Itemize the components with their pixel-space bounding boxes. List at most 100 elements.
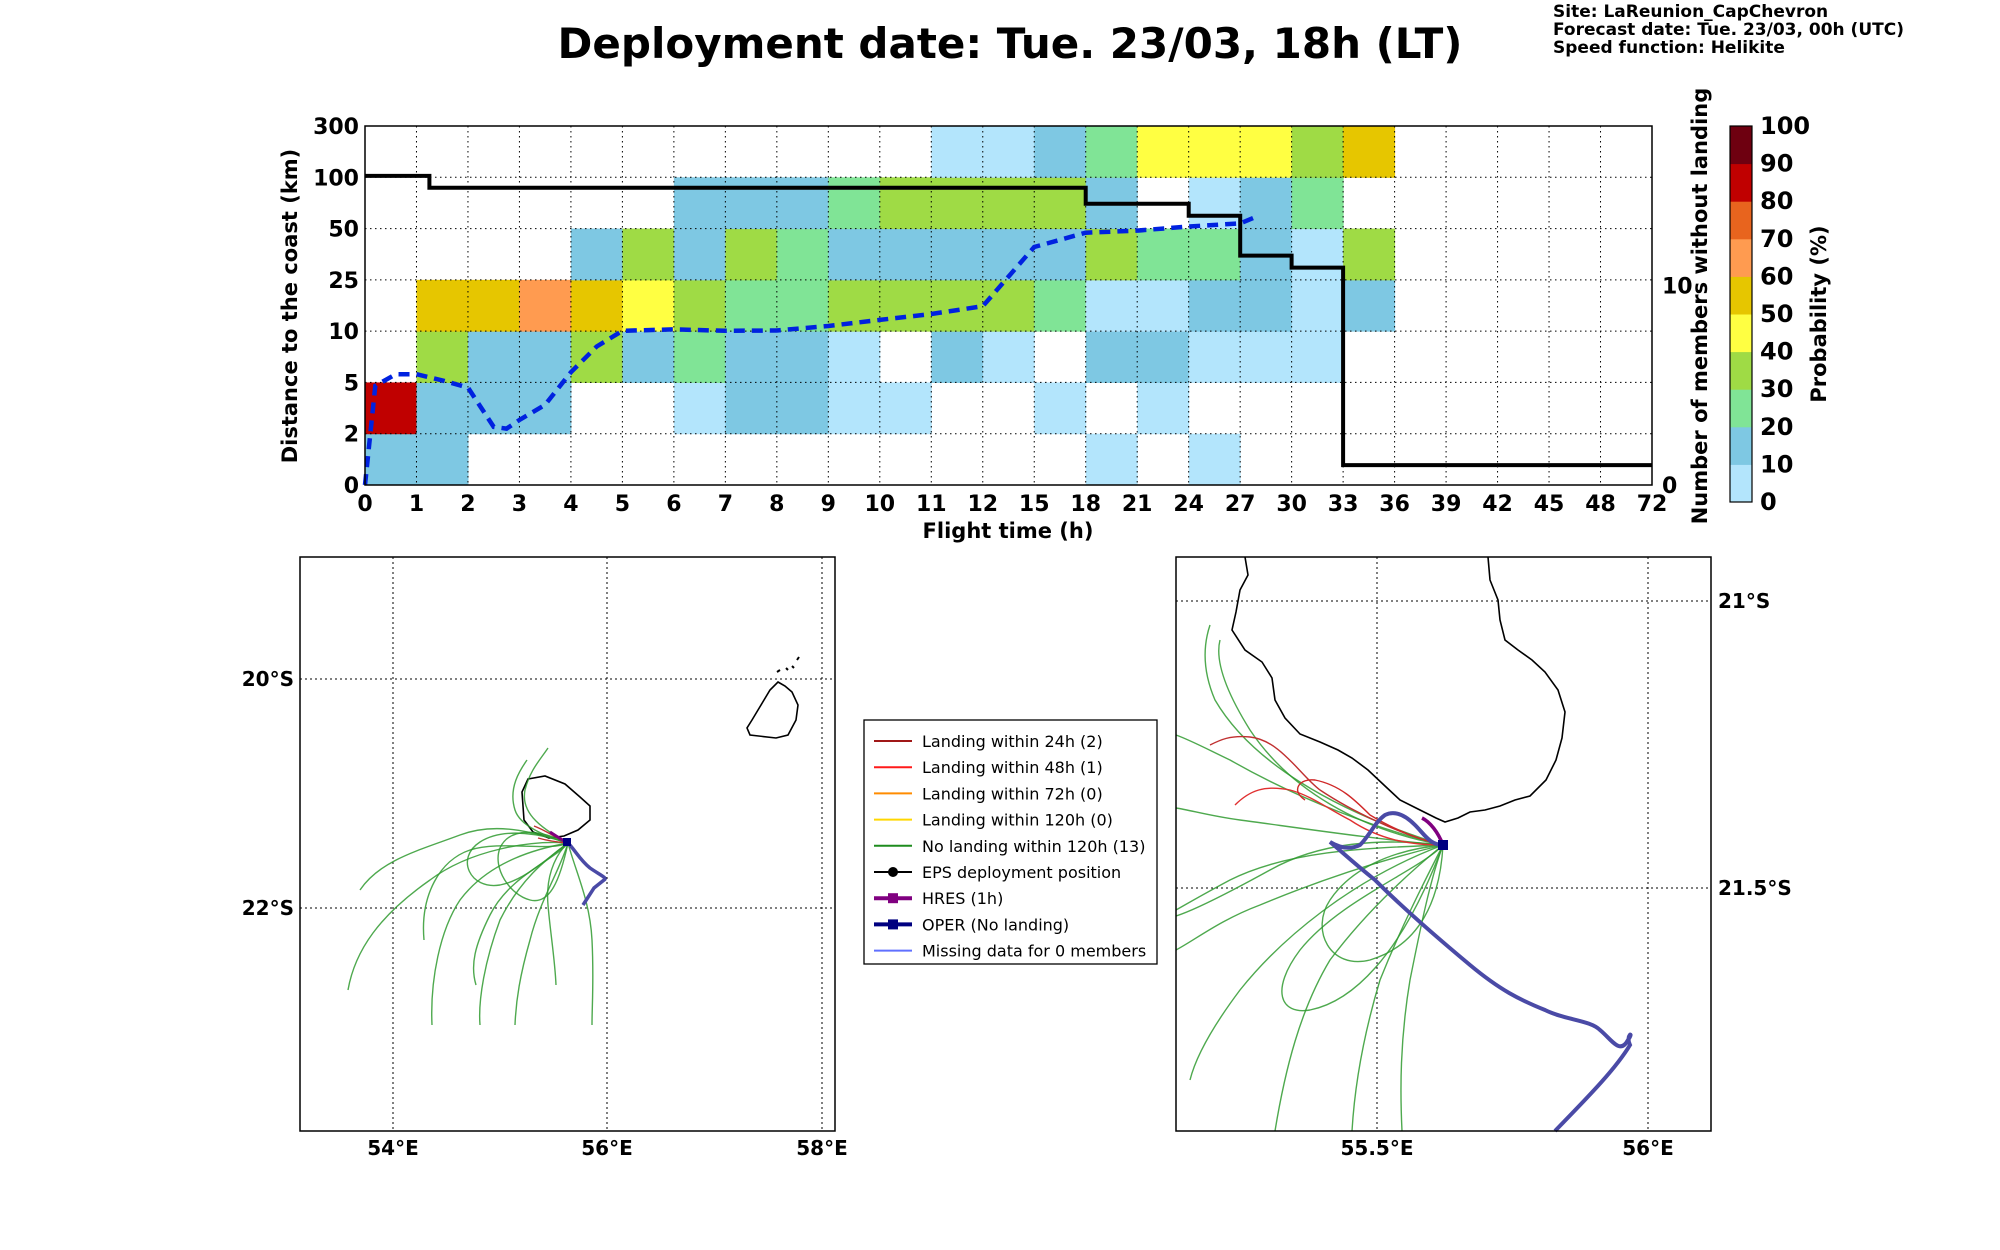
heatmap-cell <box>1085 228 1138 281</box>
legend-marker <box>888 893 898 904</box>
right-trajectory <box>1400 844 1444 1132</box>
heatmap-y-tick: 10 <box>328 320 359 345</box>
heatmap-x-tick: 10 <box>864 492 895 517</box>
legend-label: Landing within 120h (0) <box>922 811 1113 830</box>
heatmap-cell <box>725 279 778 332</box>
heatmap-cell <box>519 382 572 435</box>
legend-label: OPER (No landing) <box>922 915 1069 934</box>
map-left-x-tick: 58°E <box>796 1136 848 1160</box>
right-landing-trajectory <box>1296 779 1444 846</box>
heatmap-x-tick: 1 <box>409 492 424 517</box>
map-left-oper-track <box>566 841 607 906</box>
heatmap-cell <box>725 177 778 230</box>
heatmap-x-tick: 9 <box>821 492 836 517</box>
right-trajectory <box>1351 844 1444 1132</box>
site-info: Site: LaReunion_CapChevron <box>1553 2 1828 22</box>
heatmap-cell <box>622 279 675 332</box>
heatmap-cell <box>1137 279 1190 332</box>
forecast-date-info: Forecast date: Tue. 23/03, 00h (UTC) <box>1553 20 1904 40</box>
heatmap-x-tick: 27 <box>1225 492 1256 517</box>
heatmap-cell <box>776 228 829 281</box>
heatmap-cell <box>1291 126 1344 178</box>
heatmap-cell <box>982 228 1035 281</box>
colorbar-tick: 30 <box>1760 375 1793 403</box>
heatmap-y-tick: 5 <box>344 371 359 396</box>
heatmap-x-label: Flight time (h) <box>923 519 1094 543</box>
left-trajectory <box>514 842 569 1026</box>
right-trajectory <box>1175 844 1444 951</box>
heatmap-x-tick: 8 <box>769 492 784 517</box>
colorbar-tick: 10 <box>1760 450 1793 478</box>
heatmap-cell <box>467 331 520 383</box>
heatmap-cell <box>673 331 726 383</box>
heatmap-x-tick: 6 <box>666 492 681 517</box>
left-trajectory <box>497 831 569 902</box>
heatmap-x-tick: 4 <box>563 492 578 517</box>
heatmap-cell <box>467 279 520 332</box>
heatmap-cell <box>776 382 829 435</box>
heatmap-cell <box>931 177 984 230</box>
heatmap-x-tick: 21 <box>1122 492 1153 517</box>
left-trajectory <box>523 747 569 844</box>
heatmap-cell <box>1137 382 1190 435</box>
heatmap-cell <box>776 279 829 332</box>
heatmap-frame <box>364 125 1653 486</box>
heatmap-x-tick: 48 <box>1585 492 1616 517</box>
heatmap-x-tick: 5 <box>615 492 630 517</box>
heatmap-cell <box>1034 177 1087 230</box>
heatmap-y2-ticks: 0 10 <box>1662 275 1693 499</box>
heatmap-cell <box>931 331 984 383</box>
heatmap-cell <box>982 331 1035 383</box>
heatmap-cell <box>416 279 469 332</box>
heatmap-cell <box>1343 279 1396 332</box>
heatmap-x-tick: 2 <box>460 492 475 517</box>
reunion-zoomed-coastline <box>1231 556 1566 823</box>
colorbar-tick: 40 <box>1760 338 1793 366</box>
heatmap-cell <box>519 331 572 383</box>
map-right-frame <box>1175 556 1712 1132</box>
heatmap-x-tick: 39 <box>1431 492 1462 517</box>
colorbar-frame <box>1729 125 1753 503</box>
heatmap-y-tick: 300 <box>313 115 359 140</box>
heatmap-cell <box>1291 331 1344 383</box>
heatmap-cell <box>1085 126 1138 178</box>
left-trajectory <box>567 842 594 1026</box>
heatmap-y-tick: 25 <box>328 269 359 294</box>
right-trajectory <box>1189 844 1444 1081</box>
heatmap-x-tick: 42 <box>1482 492 1513 517</box>
map-right-y-tick: 21.5°S <box>1718 876 1792 900</box>
heatmap-cell <box>1137 331 1190 383</box>
heatmap-x-tick: 72 <box>1637 492 1668 517</box>
legend-label: HRES (1h) <box>922 889 1003 908</box>
heatmap-x-tick: 36 <box>1379 492 1410 517</box>
heatmap-cell <box>725 382 778 435</box>
heatmap-cell <box>1343 126 1396 178</box>
heatmap-cell <box>879 279 932 332</box>
colorbar-tick: 60 <box>1760 262 1793 290</box>
map-left-oper-marker <box>563 838 571 846</box>
left-trajectory <box>546 842 569 986</box>
heatmap-y-tick: 0 <box>344 474 359 499</box>
heatmap-cell <box>1188 228 1241 281</box>
heatmap-x-tick: 3 <box>512 492 527 517</box>
right-trajectory <box>1274 844 1444 1132</box>
legend-label: Landing within 48h (1) <box>922 758 1103 777</box>
map-right-x-tick: 55.5°E <box>1340 1136 1413 1160</box>
map-left-x-tick: 56°E <box>581 1136 633 1160</box>
mauritius-islets <box>776 656 800 673</box>
heatmap-cell <box>982 126 1035 178</box>
colorbar-tick: 90 <box>1760 150 1793 178</box>
heatmap-y-tick: 100 <box>313 166 359 191</box>
heatmap-cell <box>828 382 881 435</box>
heatmap-y-tick: 50 <box>328 218 359 243</box>
colorbar-cell <box>1730 351 1752 390</box>
speed-function-info: Speed function: Helikite <box>1553 38 1785 58</box>
colorbar-tick: 80 <box>1760 187 1793 215</box>
heatmap-y2-label: Number of members without landing <box>1688 88 1712 525</box>
heatmap-cell <box>1085 433 1138 486</box>
heatmap-x-tick: 24 <box>1173 492 1204 517</box>
heatmap-y-label: Distance to the coast (km) <box>278 149 302 464</box>
trajectory-legend: Landing within 24h (2) Landing within 48h… <box>863 719 1158 965</box>
heatmap-cell <box>1188 331 1241 383</box>
